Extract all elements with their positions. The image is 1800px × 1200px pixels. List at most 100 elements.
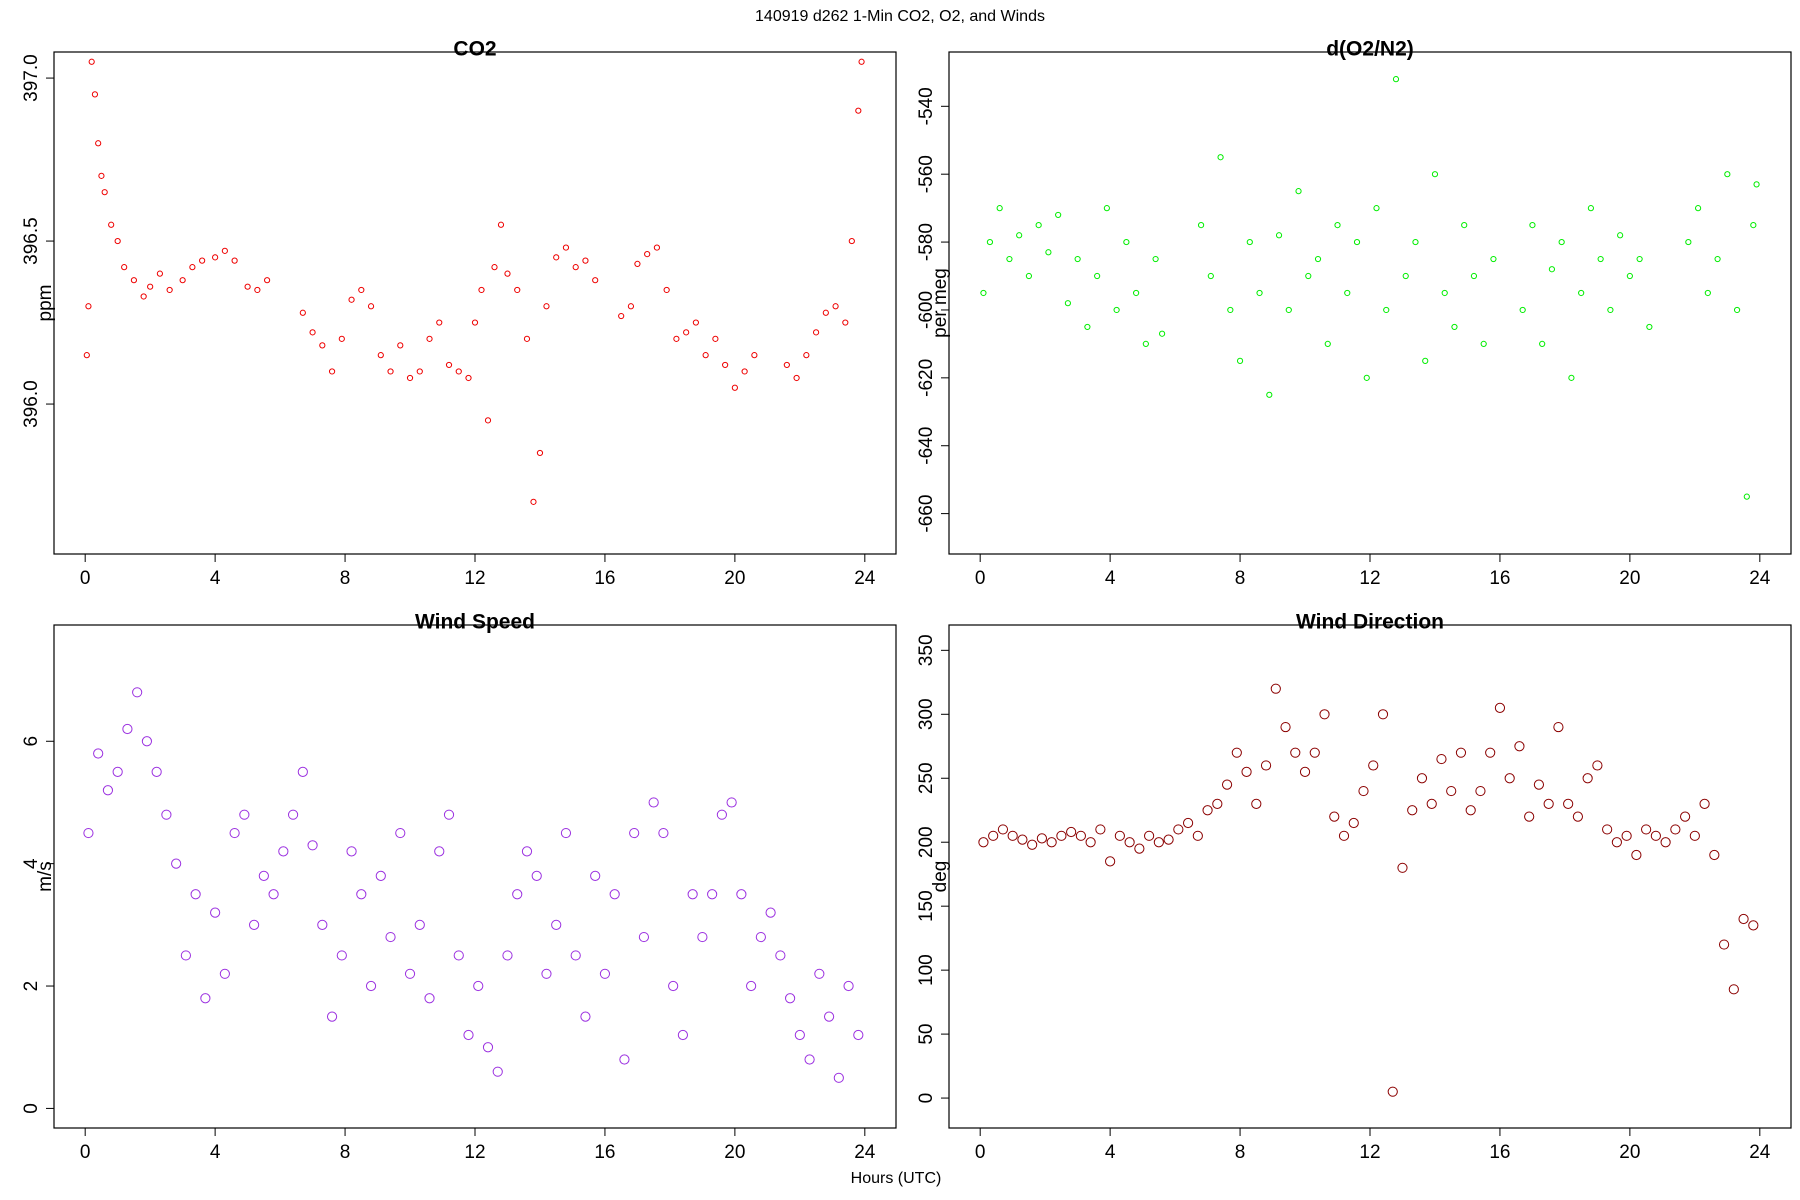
- point: [1641, 824, 1652, 835]
- point: [1743, 493, 1750, 500]
- point: [1748, 920, 1759, 931]
- x-axis-label: Hours (UTC): [851, 1170, 942, 1187]
- point: [1280, 721, 1291, 733]
- x-tick-label: 8: [340, 568, 351, 589]
- point: [1563, 798, 1574, 809]
- point: [1548, 266, 1556, 273]
- point: [541, 968, 552, 979]
- point: [95, 140, 102, 147]
- point: [996, 205, 1003, 212]
- x-tick-label: 16: [594, 1142, 615, 1163]
- point: [1246, 238, 1253, 246]
- point: [1543, 798, 1554, 809]
- point: [219, 968, 230, 979]
- point: [1402, 272, 1409, 280]
- point: [151, 766, 162, 777]
- point: [1319, 709, 1330, 720]
- point: [1728, 984, 1739, 995]
- point: [1251, 798, 1262, 809]
- point: [638, 931, 650, 943]
- point: [1285, 306, 1292, 314]
- point: [307, 840, 318, 851]
- point: [1422, 357, 1429, 364]
- x-tick-label: 24: [854, 1142, 876, 1163]
- point: [122, 723, 133, 735]
- point: [404, 968, 416, 979]
- point: [395, 827, 406, 839]
- point: [1607, 306, 1614, 314]
- point: [1134, 843, 1145, 854]
- point: [746, 980, 757, 992]
- point: [677, 1029, 689, 1041]
- point: [980, 289, 987, 297]
- point: [1036, 833, 1048, 844]
- point: [1377, 709, 1389, 720]
- point: [1587, 205, 1594, 212]
- point: [141, 736, 153, 747]
- point: [455, 368, 462, 375]
- y-tick-label: 300: [916, 698, 937, 730]
- point: [93, 748, 104, 759]
- point: [668, 980, 679, 992]
- point: [1699, 798, 1710, 809]
- point: [1344, 289, 1351, 297]
- x-tick-label: 16: [594, 568, 615, 589]
- y-tick-label: 350: [916, 634, 937, 666]
- point: [387, 368, 394, 375]
- y-tick-label: -600: [916, 291, 937, 329]
- point: [775, 950, 786, 961]
- point: [1231, 747, 1242, 758]
- point: [751, 352, 758, 359]
- point: [414, 919, 425, 930]
- point: [1578, 289, 1585, 297]
- point: [1256, 289, 1263, 297]
- point: [484, 417, 492, 424]
- point: [1724, 171, 1731, 178]
- point: [842, 319, 849, 326]
- point: [463, 1029, 474, 1041]
- point: [319, 342, 326, 349]
- point: [1597, 255, 1604, 263]
- point: [1636, 255, 1643, 263]
- point: [627, 303, 635, 310]
- point: [140, 293, 147, 300]
- point: [1750, 222, 1757, 229]
- point: [1718, 939, 1730, 950]
- point: [1197, 222, 1205, 229]
- x-tick-label: 16: [1489, 568, 1510, 589]
- point: [1568, 374, 1575, 381]
- point: [190, 889, 201, 900]
- point: [1173, 824, 1184, 835]
- point: [1670, 824, 1681, 835]
- point: [551, 919, 562, 930]
- point: [166, 286, 173, 294]
- point: [716, 809, 727, 820]
- point: [803, 352, 810, 359]
- point: [328, 368, 336, 375]
- point: [88, 58, 95, 65]
- point: [1158, 330, 1166, 337]
- point: [1046, 837, 1057, 848]
- point: [1539, 340, 1546, 347]
- panel-title: Wind Direction: [1296, 611, 1444, 634]
- point: [1475, 785, 1486, 797]
- point: [445, 361, 453, 369]
- point: [189, 264, 196, 271]
- x-tick-label: 4: [1105, 1142, 1116, 1163]
- point: [1094, 272, 1101, 280]
- point: [1133, 289, 1140, 297]
- point: [1465, 805, 1476, 816]
- point: [317, 919, 328, 930]
- y-axis-label: per meg: [930, 268, 951, 338]
- y-tick-label: 397.0: [21, 54, 42, 102]
- x-tick-label: 12: [464, 568, 485, 589]
- point: [1217, 154, 1224, 161]
- point: [1035, 222, 1042, 229]
- point: [1387, 1086, 1398, 1097]
- point: [988, 830, 999, 841]
- point: [1441, 289, 1448, 297]
- point: [132, 687, 143, 698]
- point: [1621, 830, 1632, 841]
- point: [1689, 830, 1700, 841]
